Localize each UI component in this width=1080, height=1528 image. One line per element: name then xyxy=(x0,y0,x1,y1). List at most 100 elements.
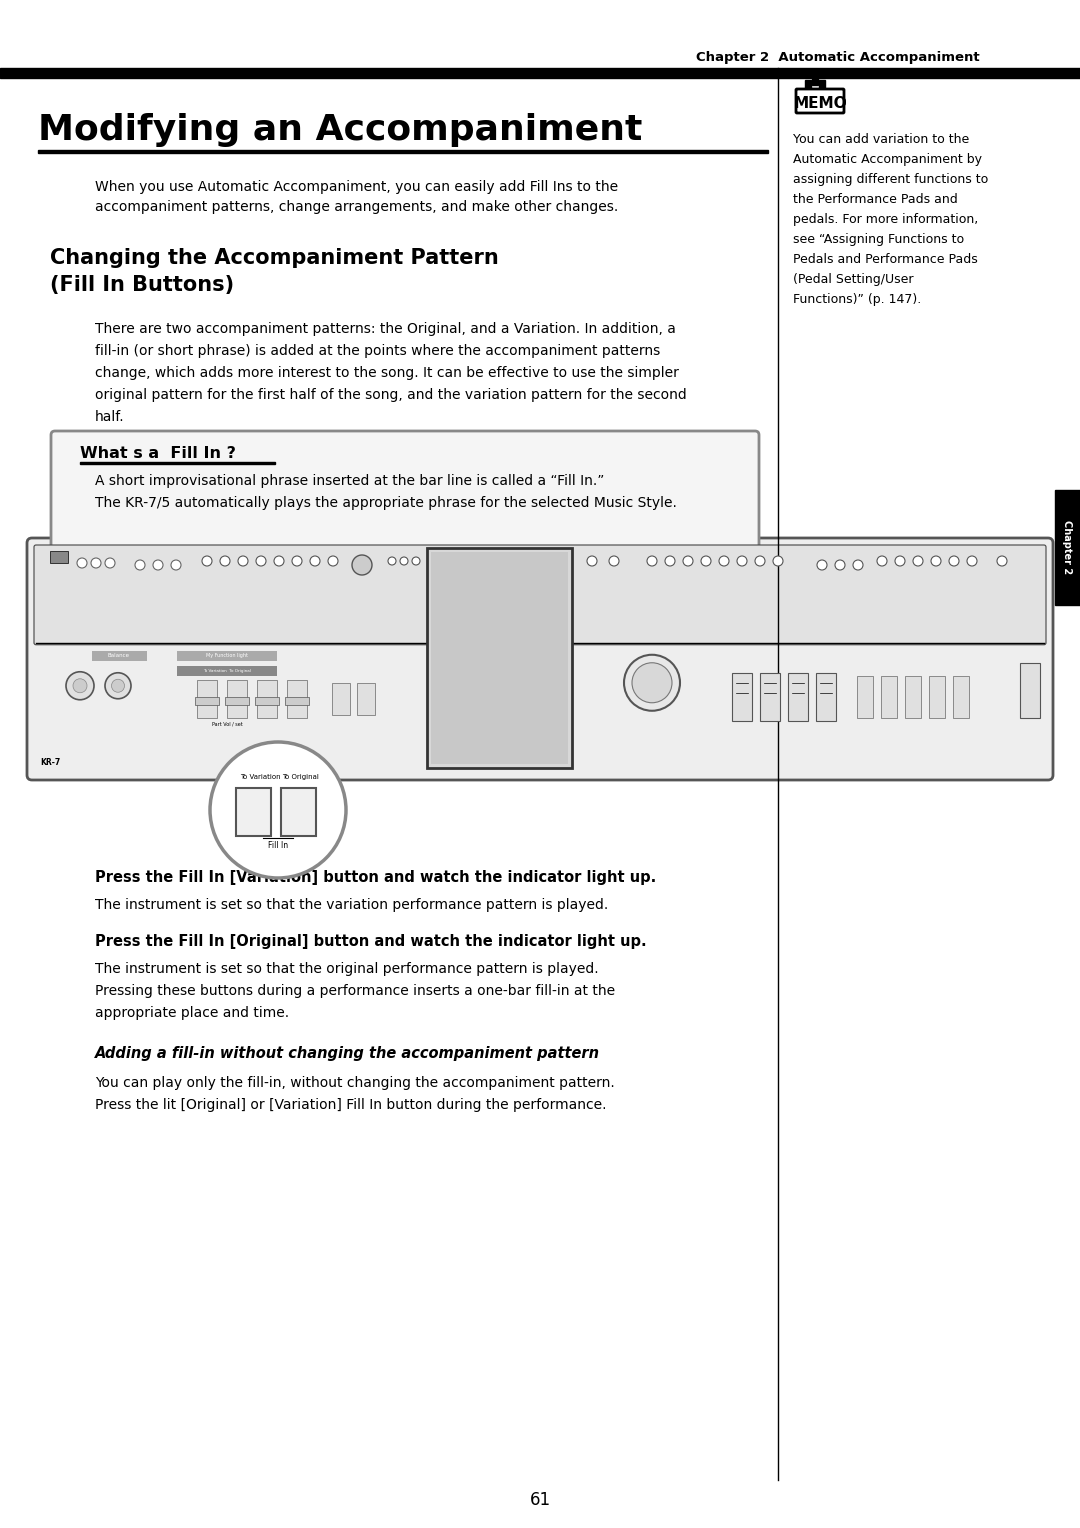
Bar xyxy=(50,552,68,562)
Circle shape xyxy=(701,556,711,565)
Text: The instrument is set so that the original performance pattern is played.: The instrument is set so that the origin… xyxy=(95,963,598,976)
Circle shape xyxy=(105,672,131,698)
Bar xyxy=(819,79,825,90)
Bar xyxy=(905,675,921,718)
Circle shape xyxy=(292,556,302,565)
Bar xyxy=(281,788,316,836)
Bar xyxy=(177,666,276,675)
Circle shape xyxy=(877,556,887,565)
Circle shape xyxy=(816,559,827,570)
Circle shape xyxy=(171,559,181,570)
Circle shape xyxy=(931,556,941,565)
Bar xyxy=(255,697,279,704)
Circle shape xyxy=(853,559,863,570)
Circle shape xyxy=(135,559,145,570)
Circle shape xyxy=(719,556,729,565)
Text: Press the Fill In [Original] button and watch the indicator light up.: Press the Fill In [Original] button and … xyxy=(95,934,647,949)
Bar xyxy=(427,549,572,769)
Bar xyxy=(227,680,247,718)
Circle shape xyxy=(111,680,124,692)
Circle shape xyxy=(238,556,248,565)
Circle shape xyxy=(997,556,1007,565)
Circle shape xyxy=(73,678,87,692)
Text: There are two accompaniment patterns: the Original, and a Variation. In addition: There are two accompaniment patterns: th… xyxy=(95,322,676,336)
Text: Pressing these buttons during a performance inserts a one-bar fill-in at the: Pressing these buttons during a performa… xyxy=(95,984,616,998)
Text: Functions)” (p. 147).: Functions)” (p. 147). xyxy=(793,293,921,306)
Circle shape xyxy=(967,556,977,565)
Text: fill-in (or short phrase) is added at the points where the accompaniment pattern: fill-in (or short phrase) is added at th… xyxy=(95,344,660,358)
Bar xyxy=(177,651,276,660)
FancyBboxPatch shape xyxy=(33,545,1047,645)
Bar xyxy=(431,552,568,764)
Text: Pedals and Performance Pads: Pedals and Performance Pads xyxy=(793,254,977,266)
Text: The KR-7/5 automatically plays the appropriate phrase for the selected Music Sty: The KR-7/5 automatically plays the appro… xyxy=(95,497,677,510)
Bar xyxy=(287,680,307,718)
Text: Part Vol / set: Part Vol / set xyxy=(212,721,242,726)
Text: Modifying an Accompaniment: Modifying an Accompaniment xyxy=(38,113,643,147)
Text: Song
Collection: Song Collection xyxy=(473,555,500,565)
Circle shape xyxy=(737,556,747,565)
Text: Chapter 2: Chapter 2 xyxy=(1063,521,1072,575)
Text: To Variation: To Variation xyxy=(240,775,281,779)
Text: Press the Fill In [Variation] button and watch the indicator light up.: Press the Fill In [Variation] button and… xyxy=(95,869,657,885)
Text: 61: 61 xyxy=(529,1491,551,1510)
Text: original pattern for the first half of the song, and the variation pattern for t: original pattern for the first half of t… xyxy=(95,388,687,402)
Bar xyxy=(881,675,897,718)
Circle shape xyxy=(755,556,765,565)
Bar xyxy=(225,697,249,704)
Text: A short improvisational phrase inserted at the bar line is called a “Fill In.”: A short improvisational phrase inserted … xyxy=(95,474,605,487)
Bar xyxy=(788,672,808,721)
Text: Fill In: Fill In xyxy=(268,842,288,851)
Text: accompaniment patterns, change arrangements, and make other changes.: accompaniment patterns, change arrangeme… xyxy=(95,200,618,214)
Bar xyxy=(800,96,840,108)
Text: MEMO: MEMO xyxy=(793,95,847,110)
Bar xyxy=(197,680,217,718)
Bar xyxy=(237,788,271,836)
Circle shape xyxy=(220,556,230,565)
Text: pedals. For more information,: pedals. For more information, xyxy=(793,212,978,226)
Bar xyxy=(800,90,840,98)
Text: (Pedal Setting/User: (Pedal Setting/User xyxy=(793,274,914,286)
Circle shape xyxy=(835,559,845,570)
Circle shape xyxy=(274,556,284,565)
Bar xyxy=(285,697,309,704)
Circle shape xyxy=(388,558,396,565)
Bar xyxy=(38,150,768,153)
Circle shape xyxy=(210,743,346,879)
Circle shape xyxy=(411,558,420,565)
Text: Chapter 2  Automatic Accompaniment: Chapter 2 Automatic Accompaniment xyxy=(697,52,980,64)
Circle shape xyxy=(665,556,675,565)
Circle shape xyxy=(66,672,94,700)
Bar xyxy=(929,675,945,718)
Circle shape xyxy=(328,556,338,565)
Circle shape xyxy=(588,556,597,565)
Bar xyxy=(812,75,818,86)
Text: half.: half. xyxy=(95,410,124,423)
FancyBboxPatch shape xyxy=(796,89,843,113)
Text: Automatic Accompaniment by: Automatic Accompaniment by xyxy=(793,153,982,167)
FancyBboxPatch shape xyxy=(51,431,759,549)
Text: My Function light: My Function light xyxy=(206,654,248,659)
Text: MEMO: MEMO xyxy=(793,95,847,110)
Circle shape xyxy=(105,558,114,568)
Text: Changing the Accompaniment Pattern: Changing the Accompaniment Pattern xyxy=(50,248,499,267)
Text: What s a  Fill In ?: What s a Fill In ? xyxy=(80,446,235,461)
Bar xyxy=(0,69,1080,78)
Circle shape xyxy=(895,556,905,565)
Bar xyxy=(357,683,375,715)
Text: appropriate place and time.: appropriate place and time. xyxy=(95,1005,289,1021)
Circle shape xyxy=(310,556,320,565)
Circle shape xyxy=(256,556,266,565)
Bar xyxy=(92,651,147,660)
Bar xyxy=(332,683,350,715)
Text: (Fill In Buttons): (Fill In Buttons) xyxy=(50,275,234,295)
Text: To Variation  To Original: To Variation To Original xyxy=(203,669,251,672)
Text: To Original: To Original xyxy=(282,775,319,779)
Bar xyxy=(1020,663,1040,718)
Text: see “Assigning Functions to: see “Assigning Functions to xyxy=(793,232,964,246)
Circle shape xyxy=(949,556,959,565)
Bar xyxy=(1055,490,1080,605)
Circle shape xyxy=(683,556,693,565)
Bar xyxy=(816,672,836,721)
Text: Press the lit [Original] or [Variation] Fill In button during the performance.: Press the lit [Original] or [Variation] … xyxy=(95,1099,607,1112)
